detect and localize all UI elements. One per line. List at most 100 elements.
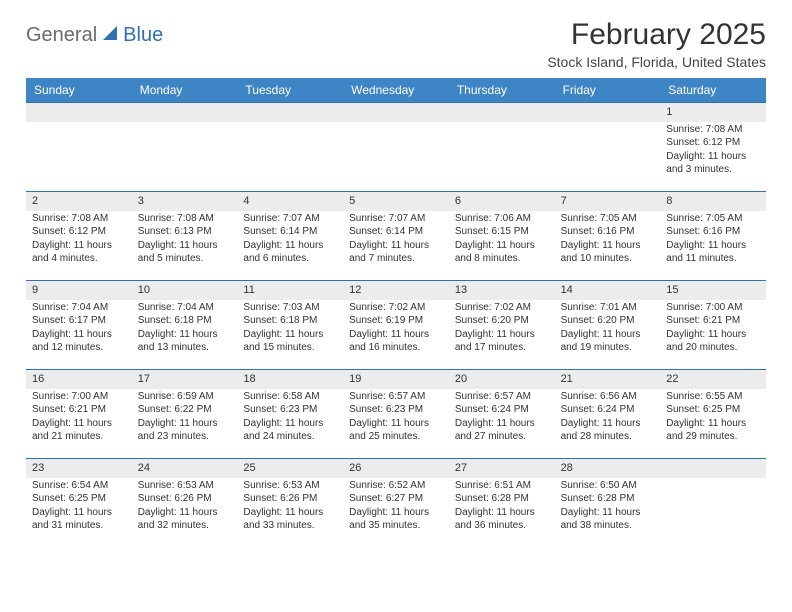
day-number: 13 [449,281,555,300]
day-cell: 24Sunrise: 6:53 AMSunset: 6:26 PMDayligh… [132,459,238,547]
day-body: Sunrise: 7:01 AMSunset: 6:20 PMDaylight:… [555,300,661,359]
day-cell: 28Sunrise: 6:50 AMSunset: 6:28 PMDayligh… [555,459,661,547]
sunrise-text: Sunrise: 6:54 AM [32,479,126,493]
day-cell: 15Sunrise: 7:00 AMSunset: 6:21 PMDayligh… [660,281,766,369]
day-number: 4 [237,192,343,211]
week-row: 2Sunrise: 7:08 AMSunset: 6:12 PMDaylight… [26,191,766,280]
weekday-header-row: SundayMondayTuesdayWednesdayThursdayFrid… [26,78,766,102]
day-cell: 23Sunrise: 6:54 AMSunset: 6:25 PMDayligh… [26,459,132,547]
day-number: 21 [555,370,661,389]
sunrise-text: Sunrise: 6:50 AM [561,479,655,493]
sunrise-text: Sunrise: 6:57 AM [455,390,549,404]
day-number: 5 [343,192,449,211]
sunrise-text: Sunrise: 7:08 AM [666,123,760,137]
day-body: Sunrise: 6:55 AMSunset: 6:25 PMDaylight:… [660,389,766,448]
location: Stock Island, Florida, United States [547,54,766,70]
title-block: February 2025 Stock Island, Florida, Uni… [547,18,766,70]
sunset-text: Sunset: 6:20 PM [561,314,655,328]
sunrise-text: Sunrise: 7:04 AM [32,301,126,315]
day-number: 8 [660,192,766,211]
day-body: Sunrise: 6:52 AMSunset: 6:27 PMDaylight:… [343,478,449,537]
day-cell [237,103,343,191]
day-number: 24 [132,459,238,478]
day-body: Sunrise: 7:04 AMSunset: 6:18 PMDaylight:… [132,300,238,359]
day-number: 28 [555,459,661,478]
day-number: 19 [343,370,449,389]
day-cell: 1Sunrise: 7:08 AMSunset: 6:12 PMDaylight… [660,103,766,191]
day-body: Sunrise: 7:08 AMSunset: 6:12 PMDaylight:… [660,122,766,181]
sunrise-text: Sunrise: 6:58 AM [243,390,337,404]
daylight-text: Daylight: 11 hours and 32 minutes. [138,506,232,533]
daylight-text: Daylight: 11 hours and 23 minutes. [138,417,232,444]
day-cell: 10Sunrise: 7:04 AMSunset: 6:18 PMDayligh… [132,281,238,369]
day-cell: 13Sunrise: 7:02 AMSunset: 6:20 PMDayligh… [449,281,555,369]
daylight-text: Daylight: 11 hours and 31 minutes. [32,506,126,533]
day-number: 27 [449,459,555,478]
brand-part1: General [26,24,97,47]
day-cell [660,459,766,547]
daylight-text: Daylight: 11 hours and 7 minutes. [349,239,443,266]
day-cell: 14Sunrise: 7:01 AMSunset: 6:20 PMDayligh… [555,281,661,369]
daylight-text: Daylight: 11 hours and 10 minutes. [561,239,655,266]
day-cell: 25Sunrise: 6:53 AMSunset: 6:26 PMDayligh… [237,459,343,547]
day-cell: 21Sunrise: 6:56 AMSunset: 6:24 PMDayligh… [555,370,661,458]
day-number [132,103,238,122]
day-body: Sunrise: 7:00 AMSunset: 6:21 PMDaylight:… [26,389,132,448]
day-number: 22 [660,370,766,389]
sunrise-text: Sunrise: 7:02 AM [349,301,443,315]
day-cell: 26Sunrise: 6:52 AMSunset: 6:27 PMDayligh… [343,459,449,547]
day-body: Sunrise: 7:02 AMSunset: 6:20 PMDaylight:… [449,300,555,359]
day-number: 16 [26,370,132,389]
daylight-text: Daylight: 11 hours and 6 minutes. [243,239,337,266]
day-body: Sunrise: 7:05 AMSunset: 6:16 PMDaylight:… [555,211,661,270]
daylight-text: Daylight: 11 hours and 17 minutes. [455,328,549,355]
sunrise-text: Sunrise: 6:53 AM [138,479,232,493]
daylight-text: Daylight: 11 hours and 25 minutes. [349,417,443,444]
daylight-text: Daylight: 11 hours and 3 minutes. [666,150,760,177]
week-row: 23Sunrise: 6:54 AMSunset: 6:25 PMDayligh… [26,458,766,547]
sunset-text: Sunset: 6:16 PM [666,225,760,239]
day-cell [132,103,238,191]
month-title: February 2025 [547,18,766,52]
day-number [237,103,343,122]
day-body: Sunrise: 6:56 AMSunset: 6:24 PMDaylight:… [555,389,661,448]
day-cell [26,103,132,191]
daylight-text: Daylight: 11 hours and 8 minutes. [455,239,549,266]
day-cell: 8Sunrise: 7:05 AMSunset: 6:16 PMDaylight… [660,192,766,280]
weekday-header: Friday [555,78,661,102]
sunrise-text: Sunrise: 6:52 AM [349,479,443,493]
day-cell: 19Sunrise: 6:57 AMSunset: 6:23 PMDayligh… [343,370,449,458]
sunrise-text: Sunrise: 7:00 AM [666,301,760,315]
day-cell: 4Sunrise: 7:07 AMSunset: 6:14 PMDaylight… [237,192,343,280]
daylight-text: Daylight: 11 hours and 12 minutes. [32,328,126,355]
day-number: 6 [449,192,555,211]
day-body: Sunrise: 6:59 AMSunset: 6:22 PMDaylight:… [132,389,238,448]
day-body: Sunrise: 7:03 AMSunset: 6:18 PMDaylight:… [237,300,343,359]
day-cell: 9Sunrise: 7:04 AMSunset: 6:17 PMDaylight… [26,281,132,369]
day-body: Sunrise: 7:05 AMSunset: 6:16 PMDaylight:… [660,211,766,270]
day-number [449,103,555,122]
week-row: 1Sunrise: 7:08 AMSunset: 6:12 PMDaylight… [26,102,766,191]
daylight-text: Daylight: 11 hours and 33 minutes. [243,506,337,533]
sunset-text: Sunset: 6:28 PM [455,492,549,506]
day-cell [449,103,555,191]
sunrise-text: Sunrise: 7:05 AM [561,212,655,226]
calendar: SundayMondayTuesdayWednesdayThursdayFrid… [26,78,766,547]
day-cell [555,103,661,191]
day-cell: 7Sunrise: 7:05 AMSunset: 6:16 PMDaylight… [555,192,661,280]
sunset-text: Sunset: 6:26 PM [243,492,337,506]
day-cell: 18Sunrise: 6:58 AMSunset: 6:23 PMDayligh… [237,370,343,458]
day-body [26,122,132,127]
day-body [555,122,661,127]
day-cell: 22Sunrise: 6:55 AMSunset: 6:25 PMDayligh… [660,370,766,458]
daylight-text: Daylight: 11 hours and 16 minutes. [349,328,443,355]
day-body: Sunrise: 6:57 AMSunset: 6:24 PMDaylight:… [449,389,555,448]
daylight-text: Daylight: 11 hours and 29 minutes. [666,417,760,444]
day-number: 23 [26,459,132,478]
daylight-text: Daylight: 11 hours and 15 minutes. [243,328,337,355]
sunset-text: Sunset: 6:23 PM [349,403,443,417]
day-number [26,103,132,122]
day-body: Sunrise: 6:50 AMSunset: 6:28 PMDaylight:… [555,478,661,537]
sunrise-text: Sunrise: 6:56 AM [561,390,655,404]
sunrise-text: Sunrise: 7:02 AM [455,301,549,315]
